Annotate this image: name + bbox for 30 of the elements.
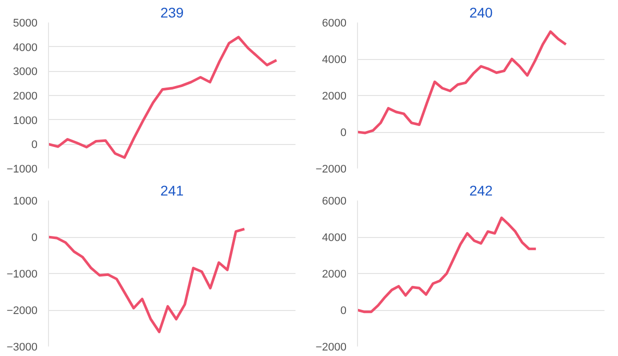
chart-title: 241 xyxy=(160,182,184,198)
y-tick-label: −2000 xyxy=(316,342,347,354)
y-tick-label: 0 xyxy=(31,232,38,244)
y-tick-label: 2000 xyxy=(13,90,38,102)
y-tick-label: 0 xyxy=(340,127,347,139)
chart-title: 242 xyxy=(469,182,493,198)
y-tick-label: −2000 xyxy=(6,305,38,317)
y-tick-label: 5000 xyxy=(13,18,38,30)
y-tick-label: −1000 xyxy=(6,268,38,280)
y-tick-label: 2000 xyxy=(322,268,347,280)
y-tick-label: 6000 xyxy=(322,18,347,30)
y-tick-label: 0 xyxy=(31,139,38,152)
line-series xyxy=(48,228,246,334)
y-tick-label: −3000 xyxy=(6,342,38,354)
line-series xyxy=(358,30,568,134)
y-tick-label: 4000 xyxy=(322,232,347,244)
y-tick-label: 1000 xyxy=(13,114,38,127)
line-series xyxy=(358,216,538,314)
y-tick-label: 6000 xyxy=(322,196,347,208)
chart-title: 239 xyxy=(160,4,184,20)
y-tick-label: 3000 xyxy=(13,66,38,78)
chart-title: 240 xyxy=(469,4,493,20)
y-tick-label: 1000 xyxy=(13,196,38,208)
y-tick-label: −2000 xyxy=(316,164,347,176)
y-tick-label: 4000 xyxy=(13,42,38,54)
y-tick-label: 4000 xyxy=(322,54,347,66)
line-series xyxy=(48,36,278,159)
y-tick-label: 0 xyxy=(340,305,347,317)
y-tick-label: 2000 xyxy=(322,90,347,102)
y-tick-label: −1000 xyxy=(6,164,38,176)
